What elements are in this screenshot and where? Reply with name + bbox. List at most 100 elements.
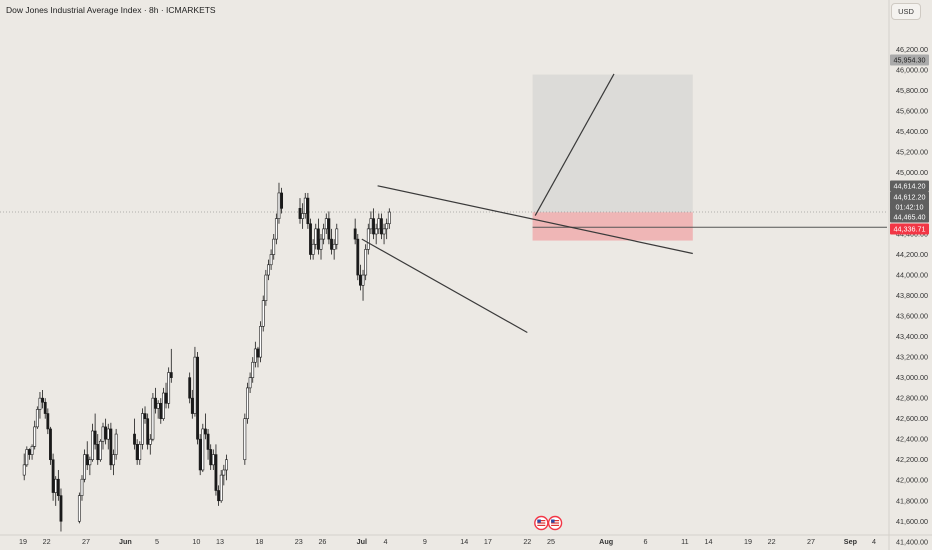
trendline-upper[interactable] [377, 185, 693, 255]
time-axis[interactable]: 19 22 27 Jun 5 10 13 18 23 26 Jul 4 9 14 17 22 25 Aug 6 11 1… [19, 537, 876, 546]
candle [104, 426, 108, 440]
target-zone[interactable] [532, 74, 693, 213]
candles [22, 182, 391, 532]
candle [77, 495, 81, 522]
candle [59, 495, 63, 522]
candle [387, 211, 391, 225]
y-tick-label: 44,000.00 [896, 271, 928, 280]
trendline-lower[interactable] [361, 238, 528, 334]
candle [80, 478, 84, 496]
us-flag-icon[interactable] [547, 515, 563, 531]
candle [364, 249, 368, 276]
candle [256, 348, 260, 358]
candle [151, 397, 155, 440]
candle [303, 197, 307, 214]
y-tick-label: 41,400.00 [896, 537, 928, 546]
x-tick-label: 22 [768, 537, 776, 546]
y-tick-label: 45,200.00 [896, 147, 928, 156]
y-tick-label: 42,000.00 [896, 476, 928, 485]
candle [46, 413, 50, 430]
candle [316, 228, 320, 250]
x-tick-label: 14 [705, 537, 713, 546]
candle [372, 218, 375, 235]
candle [211, 454, 215, 466]
candle [261, 300, 265, 327]
y-tick-label: 44,200.00 [896, 250, 928, 259]
price-badge-label: 44,465.40 [894, 213, 926, 222]
x-tick-label: 17 [484, 537, 492, 546]
candle [272, 238, 276, 255]
candle [162, 392, 165, 419]
candle [25, 449, 29, 466]
candle [83, 454, 87, 480]
y-tick-label: 42,800.00 [896, 394, 928, 403]
candle [188, 377, 192, 399]
candle [51, 459, 55, 493]
y-tick-label: 46,000.00 [896, 65, 928, 74]
candle [209, 449, 213, 466]
candle [380, 218, 383, 235]
candle [148, 438, 152, 445]
candle [98, 440, 102, 461]
candle [248, 377, 252, 389]
candle [138, 444, 142, 461]
y-tick-label: 45,800.00 [896, 86, 928, 95]
x-tick-label: 10 [192, 537, 200, 546]
candle [56, 478, 60, 496]
candle [353, 228, 357, 240]
candle [93, 430, 97, 445]
price-badge-label: 44,614.20 [894, 182, 926, 191]
currency-button[interactable]: USD [891, 3, 921, 20]
y-tick-label: 43,200.00 [896, 353, 928, 362]
candle [28, 449, 31, 455]
candle [309, 223, 312, 255]
candle [314, 228, 318, 245]
x-tick-label: 25 [547, 537, 555, 546]
candle [335, 228, 339, 245]
candle [332, 243, 336, 250]
candle [35, 409, 39, 428]
candle [159, 402, 163, 419]
candle [243, 418, 247, 461]
y-tick-label: 45,000.00 [896, 168, 928, 177]
y-tick-label: 41,600.00 [896, 517, 928, 526]
y-tick-label: 41,800.00 [896, 496, 928, 505]
y-tick-label: 45,600.00 [896, 106, 928, 115]
candle [201, 428, 205, 471]
candle [85, 454, 89, 466]
y-tick-label: 43,600.00 [896, 312, 928, 321]
price-badge: 01:42:10 [890, 201, 929, 213]
x-tick-label: 14 [460, 537, 468, 546]
x-tick-label: 19 [19, 537, 27, 546]
candle [193, 356, 197, 414]
y-tick-label: 46,200.00 [896, 45, 928, 54]
candle [22, 464, 26, 476]
candle [327, 218, 331, 240]
price-badge: 44,465.40 [890, 211, 929, 223]
candle [43, 401, 47, 414]
candle [322, 228, 326, 240]
candle [133, 433, 136, 445]
price-badge-label: 44,336.71 [894, 225, 926, 234]
x-tick-label: 27 [807, 537, 815, 546]
x-tick-label: Sep [844, 537, 858, 546]
candle [306, 197, 310, 225]
candle [382, 228, 386, 235]
price-badge: 44,336.71 [890, 223, 929, 235]
x-tick-label: 4 [872, 537, 876, 546]
x-tick-label: 27 [82, 537, 90, 546]
x-tick-label: 13 [216, 537, 224, 546]
us-flag-icon[interactable] [534, 515, 549, 531]
candle [253, 348, 257, 363]
x-tick-label: Aug [599, 537, 613, 546]
candle [222, 469, 226, 476]
y-tick-label: 45,400.00 [896, 127, 928, 136]
candle [114, 433, 118, 455]
price-badge-label: 45,954.30 [894, 56, 926, 65]
candle [251, 361, 255, 378]
trendline-projection[interactable] [534, 73, 615, 216]
candle [330, 238, 333, 250]
price-axis[interactable]: 41,400.00 41,600.00 41,800.00 42,000.00 42,2… [896, 45, 928, 546]
